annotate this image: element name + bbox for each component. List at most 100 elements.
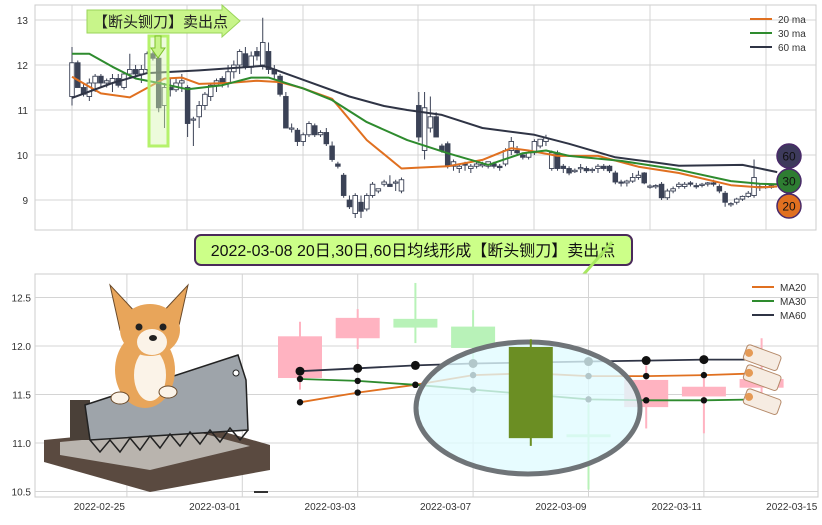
candle-body [375, 188, 382, 192]
candle-body [416, 105, 422, 138]
candle-body [306, 123, 312, 136]
candle-body [641, 172, 647, 184]
ma-end-badges: 60 30 20 [776, 143, 802, 219]
x-tick-label: 2022-02-25 [74, 502, 126, 513]
candle-body [468, 165, 474, 169]
candle-body [572, 169, 578, 173]
candle-body [335, 163, 341, 167]
top-ma-lines [71, 52, 778, 189]
ma-marker [296, 375, 304, 383]
corgi-eye-left [135, 323, 143, 331]
ma-line-30ma [72, 52, 778, 186]
candle-body [358, 201, 364, 212]
candle-body [427, 116, 434, 129]
candle-body [716, 186, 723, 192]
candle-body [687, 182, 694, 185]
x-tick-label: 2022-03-07 [420, 502, 472, 513]
candle-body [514, 150, 520, 154]
candle-body [728, 203, 734, 206]
candle-body [710, 182, 717, 185]
bottom-candlestick-panel: 10.5 11.0 11.5 12.0 12.5 2022-02-25 2022-03-0… [12, 273, 819, 513]
candle-body [294, 129, 301, 142]
ma-marker [700, 397, 708, 404]
candle-body [618, 181, 624, 184]
bottom-y-axis: 10.5 11.0 11.5 12.0 12.5 [12, 294, 32, 499]
candle-body [236, 51, 243, 66]
ma-marker [700, 371, 708, 379]
candle-body [283, 96, 289, 129]
corgi-paw-left [110, 391, 130, 405]
candle-body [103, 80, 110, 84]
candle-body [705, 182, 711, 185]
legend-label-ma20: MA20 [780, 283, 807, 294]
candle-body [184, 87, 191, 124]
candle-body [75, 62, 81, 88]
candle-body [739, 195, 746, 200]
candle-body [277, 75, 283, 95]
corgi-guillotine-illustration [44, 283, 270, 492]
ma-marker [354, 377, 361, 385]
candle-body [132, 69, 139, 75]
candle-body [381, 181, 387, 185]
ma-line-20ma [71, 75, 778, 189]
candle-body [635, 174, 642, 178]
candle-body [647, 185, 653, 188]
banner-box [194, 234, 633, 266]
ma-marker [353, 363, 363, 373]
candle-body [242, 53, 249, 68]
x-tick-label: 2022-03-09 [535, 502, 587, 513]
corgi-eye-right [159, 323, 167, 331]
candle-body [693, 185, 699, 188]
top-legend: 20 ma 30 ma 60 ma [750, 15, 806, 54]
candle-body [259, 42, 266, 66]
candle-body [340, 174, 347, 196]
down-arrow-icon [150, 35, 166, 59]
ma-marker [354, 389, 361, 396]
top-y-tick-label: 13 [17, 16, 29, 27]
top-y-tick-label: 10 [17, 151, 29, 162]
candle-body [323, 132, 330, 145]
saw-hole [232, 369, 240, 377]
candle-body [601, 165, 607, 169]
tag-icon [742, 344, 782, 372]
candle-body [98, 75, 104, 84]
ma-marker [643, 372, 650, 380]
candle-body-2022-03-04 [393, 318, 438, 328]
candle-body [629, 177, 636, 182]
ma-marker [412, 381, 419, 388]
candle-body-2022-03-07 [451, 326, 496, 348]
candle-body [577, 167, 584, 170]
ma-badge-label: 20 [782, 200, 796, 214]
candle-body [225, 71, 231, 84]
signal-callout: 【断头铡刀】卖出点 [86, 3, 241, 39]
candle-body [421, 107, 428, 151]
candle-body [583, 168, 590, 172]
corgi-nose [149, 335, 157, 341]
ma-marker [296, 399, 304, 406]
candle-body [196, 105, 202, 118]
candle-body [473, 163, 480, 167]
candle-body [560, 165, 567, 169]
candle-body [653, 185, 659, 188]
candle-body [676, 183, 682, 187]
candle-body [150, 53, 156, 59]
legend-label-ma30: MA30 [780, 297, 807, 308]
candle-body [317, 132, 324, 136]
ma-marker [295, 366, 305, 376]
candle-body [722, 192, 728, 203]
candle-body [69, 62, 75, 97]
candle-body [733, 198, 740, 203]
candle-body [595, 165, 601, 169]
candle-body [444, 143, 451, 167]
ma-marker [641, 356, 651, 366]
candle-body [589, 168, 595, 172]
candle-body [670, 188, 676, 192]
candle-body [288, 127, 295, 130]
bottom-y-tick-label: 11.5 [12, 391, 31, 402]
bottom-legend: MA20 MA30 MA60 [752, 283, 807, 322]
top-y-axis: 9 10 11 12 13 [17, 16, 29, 207]
candle-body [664, 190, 671, 199]
ma-badge-label: 60 [782, 150, 796, 164]
candle-body [364, 195, 370, 210]
candle-body [745, 192, 752, 197]
